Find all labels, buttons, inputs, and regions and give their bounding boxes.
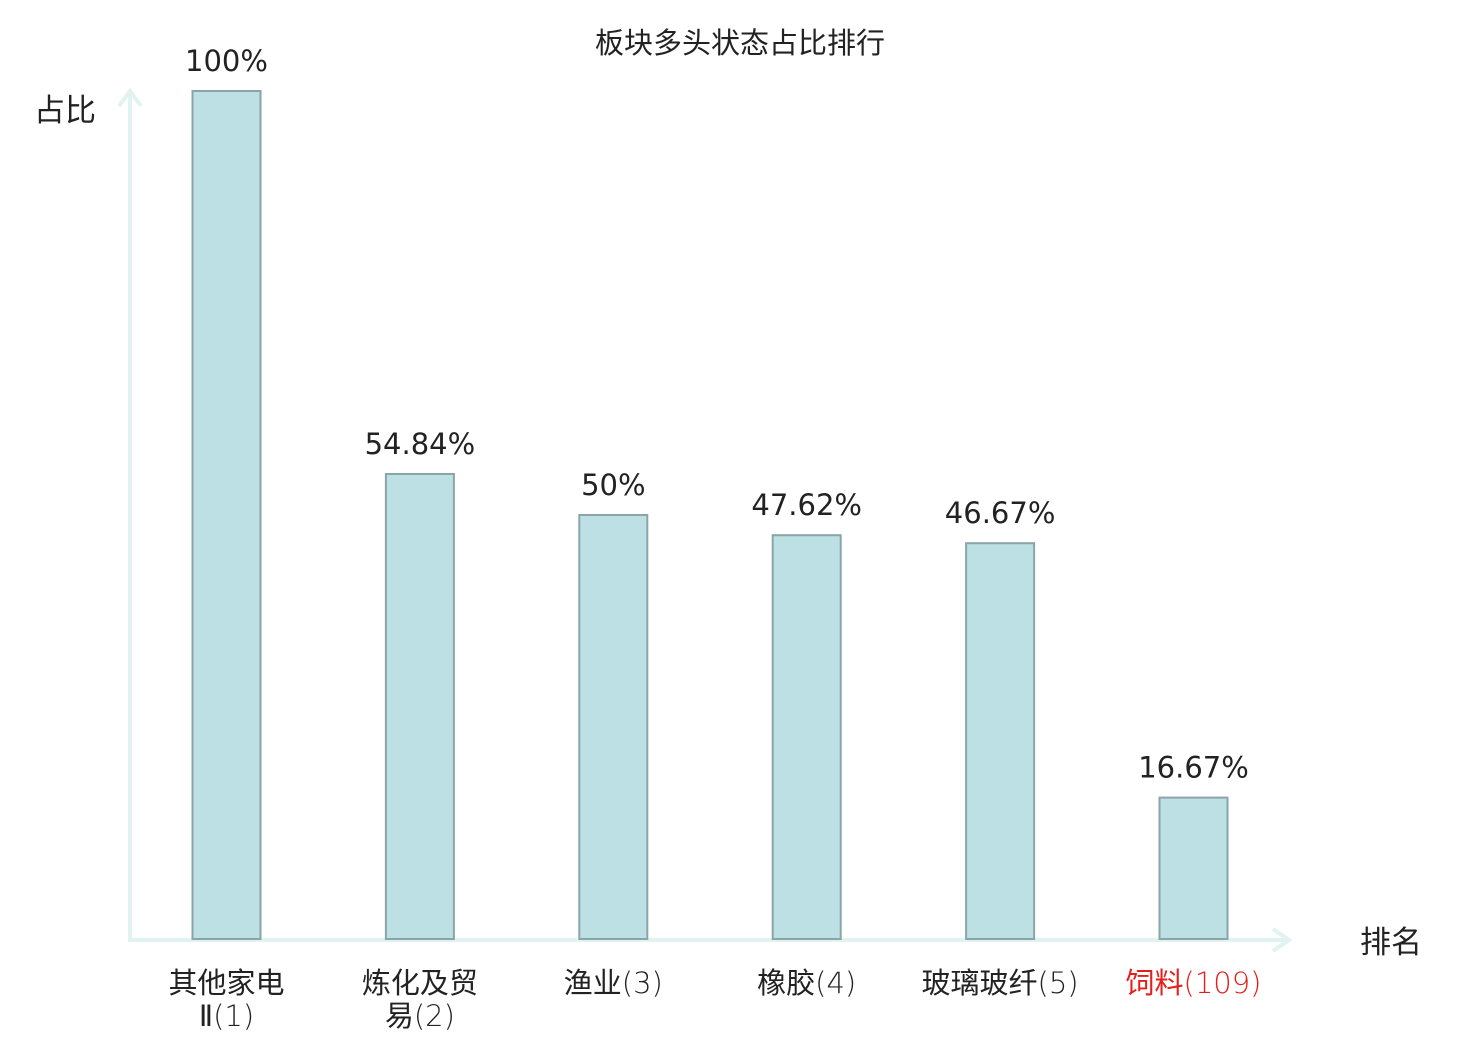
x-tick-rank: (2)	[414, 999, 455, 1033]
value-labels: 100% 54.84% 50% 47.62% 46.67% 16.67%	[185, 44, 1249, 785]
data-label: 100%	[185, 44, 268, 78]
data-label: 50%	[581, 468, 645, 502]
x-tick-label-line: 易	[385, 999, 414, 1033]
x-axis-label: 排名	[1360, 925, 1422, 961]
x-tick-label: 玻璃玻纤(5)	[922, 966, 1079, 1000]
x-tick-rank: (5)	[1038, 966, 1079, 1000]
x-tick-rank: (3)	[622, 966, 663, 1000]
chart-axes	[117, 87, 1293, 953]
bar	[965, 542, 1036, 940]
x-axis-arrow-icon	[1271, 927, 1293, 953]
bar	[191, 90, 262, 940]
category-labels: 其他家电 Ⅱ(1) 炼化及贸易(2) 渔业(3) 橡胶(4) 玻璃玻纤(5) 饲料(109)	[168, 966, 1261, 1033]
x-tick-label-line: 其他家电	[168, 966, 284, 1000]
x-tick-label: 渔业(3)	[564, 966, 663, 1000]
x-tick-label-line: 橡胶	[757, 966, 815, 1000]
bar	[578, 514, 649, 940]
y-axis-arrow-icon	[117, 87, 143, 108]
x-tick-label-line: 渔业	[564, 966, 622, 1000]
x-tick-rank: (109)	[1184, 966, 1262, 1000]
bar	[384, 473, 455, 940]
bar	[771, 534, 842, 940]
data-label: 47.62%	[751, 488, 862, 522]
y-axis-label: 占比	[34, 93, 96, 129]
x-tick-rank: (4)	[815, 966, 856, 1000]
data-label: 16.67%	[1138, 751, 1249, 785]
x-tick-label-line: 玻璃玻纤	[922, 966, 1038, 1000]
bar	[1158, 796, 1229, 940]
x-tick-label: 其他家电 Ⅱ(1)	[168, 966, 284, 1033]
x-tick-label-line: 饲料	[1126, 966, 1184, 1000]
x-tick-label: 炼化及贸易(2)	[362, 966, 478, 1033]
x-tick-label-line: Ⅱ	[199, 999, 213, 1033]
x-tick-label: 饲料(109)	[1126, 966, 1262, 1000]
chart-title: 板块多头状态占比排行	[595, 26, 885, 60]
x-tick-rank: (1)	[213, 999, 254, 1033]
bar-series	[191, 90, 1229, 940]
data-label: 46.67%	[945, 496, 1056, 530]
x-tick-label: 橡胶(4)	[757, 966, 856, 1000]
x-tick-label-line: 炼化及贸	[362, 966, 478, 1000]
data-label: 54.84%	[365, 427, 476, 461]
